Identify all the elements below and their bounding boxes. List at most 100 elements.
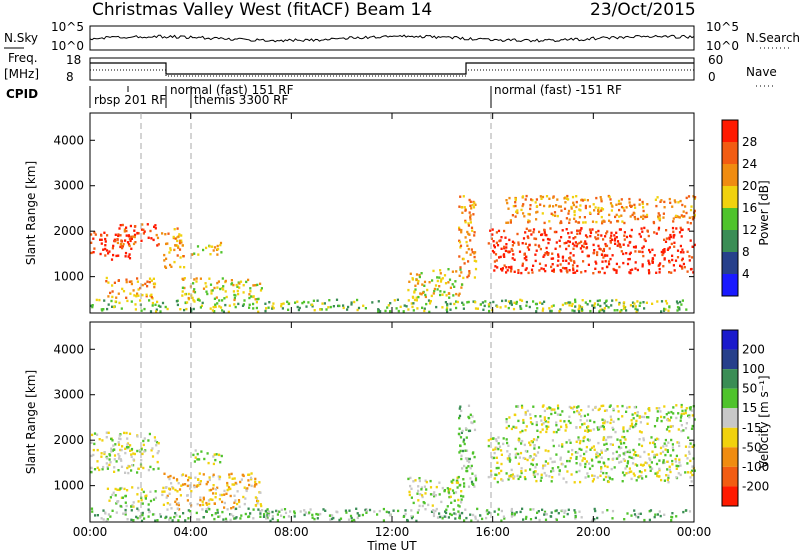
velocity-cell [232, 514, 235, 518]
power-cell [671, 226, 675, 230]
power-cell [694, 196, 697, 199]
velocity-cell [154, 490, 157, 493]
power-cell [395, 307, 398, 310]
velocity-cell [106, 518, 109, 521]
velocity-cell [534, 516, 537, 520]
power-cell [540, 267, 543, 270]
velocity-cell [605, 438, 608, 442]
velocity-cell [586, 413, 590, 416]
power-cell [128, 257, 132, 260]
velocity-cell [269, 519, 272, 523]
velocity-cell [665, 413, 668, 416]
velocity-cell [539, 415, 542, 418]
velocity-cell [515, 426, 518, 429]
power-cell [125, 280, 128, 284]
power-colorbar-segment [722, 274, 738, 296]
velocity-cell [154, 519, 157, 522]
power-cell [165, 242, 168, 246]
velocity-cell [356, 516, 359, 520]
power-cell [551, 252, 554, 255]
velocity-cell [597, 408, 600, 412]
velocity-cell [585, 450, 588, 453]
power-cell [556, 214, 559, 218]
velocity-cell [102, 518, 105, 521]
velocity-cell [348, 509, 351, 512]
power-cell [230, 279, 233, 282]
power-cell [628, 241, 631, 244]
power-cell [553, 230, 556, 234]
power-cell [574, 271, 577, 274]
velocity-cell [510, 507, 513, 511]
power-cell [481, 301, 484, 304]
power-cell [663, 206, 666, 209]
velocity-cell [467, 485, 471, 488]
velocity-cell [150, 449, 153, 452]
power-cell [539, 203, 542, 206]
velocity-cell [460, 431, 463, 434]
power-cell [95, 298, 98, 302]
power-cell [601, 208, 605, 211]
velocity-cell [105, 462, 108, 465]
velocity-cell [570, 473, 573, 476]
power-cell [441, 306, 444, 309]
power-cell [536, 205, 539, 208]
velocity-cell [430, 510, 434, 513]
velocity-cell [378, 509, 381, 513]
velocity-cell [547, 449, 550, 453]
power-cell [130, 247, 133, 250]
power-cell [114, 239, 117, 243]
range-tick-label: 1000 [53, 270, 84, 284]
velocity-cell [626, 429, 629, 433]
velocity-cell [659, 410, 662, 413]
power-cell [679, 226, 682, 230]
velocity-cell [458, 416, 461, 420]
velocity-cell [472, 451, 475, 454]
velocity-cell [454, 512, 457, 516]
velocity-cell [459, 436, 463, 439]
velocity-cell [559, 458, 562, 461]
velocity-cell [664, 448, 667, 451]
velocity-cell [373, 510, 376, 513]
power-cell [500, 247, 503, 250]
power-cell [431, 279, 434, 282]
velocity-cell [186, 494, 189, 497]
power-cell [581, 250, 584, 253]
power-cell [179, 308, 182, 311]
velocity-cell [586, 438, 589, 441]
velocity-cell [682, 412, 685, 415]
velocity-cell [222, 518, 225, 521]
power-cell [643, 238, 646, 241]
velocity-cell [612, 457, 615, 460]
velocity-cell [535, 421, 538, 424]
velocity-cell [443, 515, 446, 518]
power-cell [159, 305, 162, 308]
velocity-cell [168, 477, 171, 481]
power-cell [408, 280, 411, 283]
power-cell [691, 216, 694, 219]
velocity-cell [474, 477, 478, 480]
power-cell [490, 237, 493, 240]
velocity-cell [508, 474, 511, 478]
velocity-cell [553, 408, 556, 411]
power-cell [164, 305, 167, 309]
power-cell [112, 305, 116, 309]
power-cell [645, 213, 649, 217]
power-cell [514, 197, 517, 200]
velocity-cell [640, 444, 644, 448]
velocity-cell [132, 505, 135, 508]
velocity-cell [450, 480, 453, 483]
velocity-cell [668, 465, 671, 468]
power-cell [182, 255, 185, 258]
velocity-cell [206, 480, 209, 484]
velocity-cell [433, 491, 436, 494]
power-cell [579, 229, 582, 232]
power-cell [499, 255, 502, 259]
power-cell [312, 299, 315, 302]
velocity-cell [551, 408, 554, 411]
power-cell [511, 240, 514, 243]
velocity-cell [625, 465, 628, 468]
velocity-cell [347, 518, 351, 521]
power-cell [460, 231, 463, 234]
velocity-cell [619, 439, 622, 442]
velocity-cell [458, 414, 462, 418]
